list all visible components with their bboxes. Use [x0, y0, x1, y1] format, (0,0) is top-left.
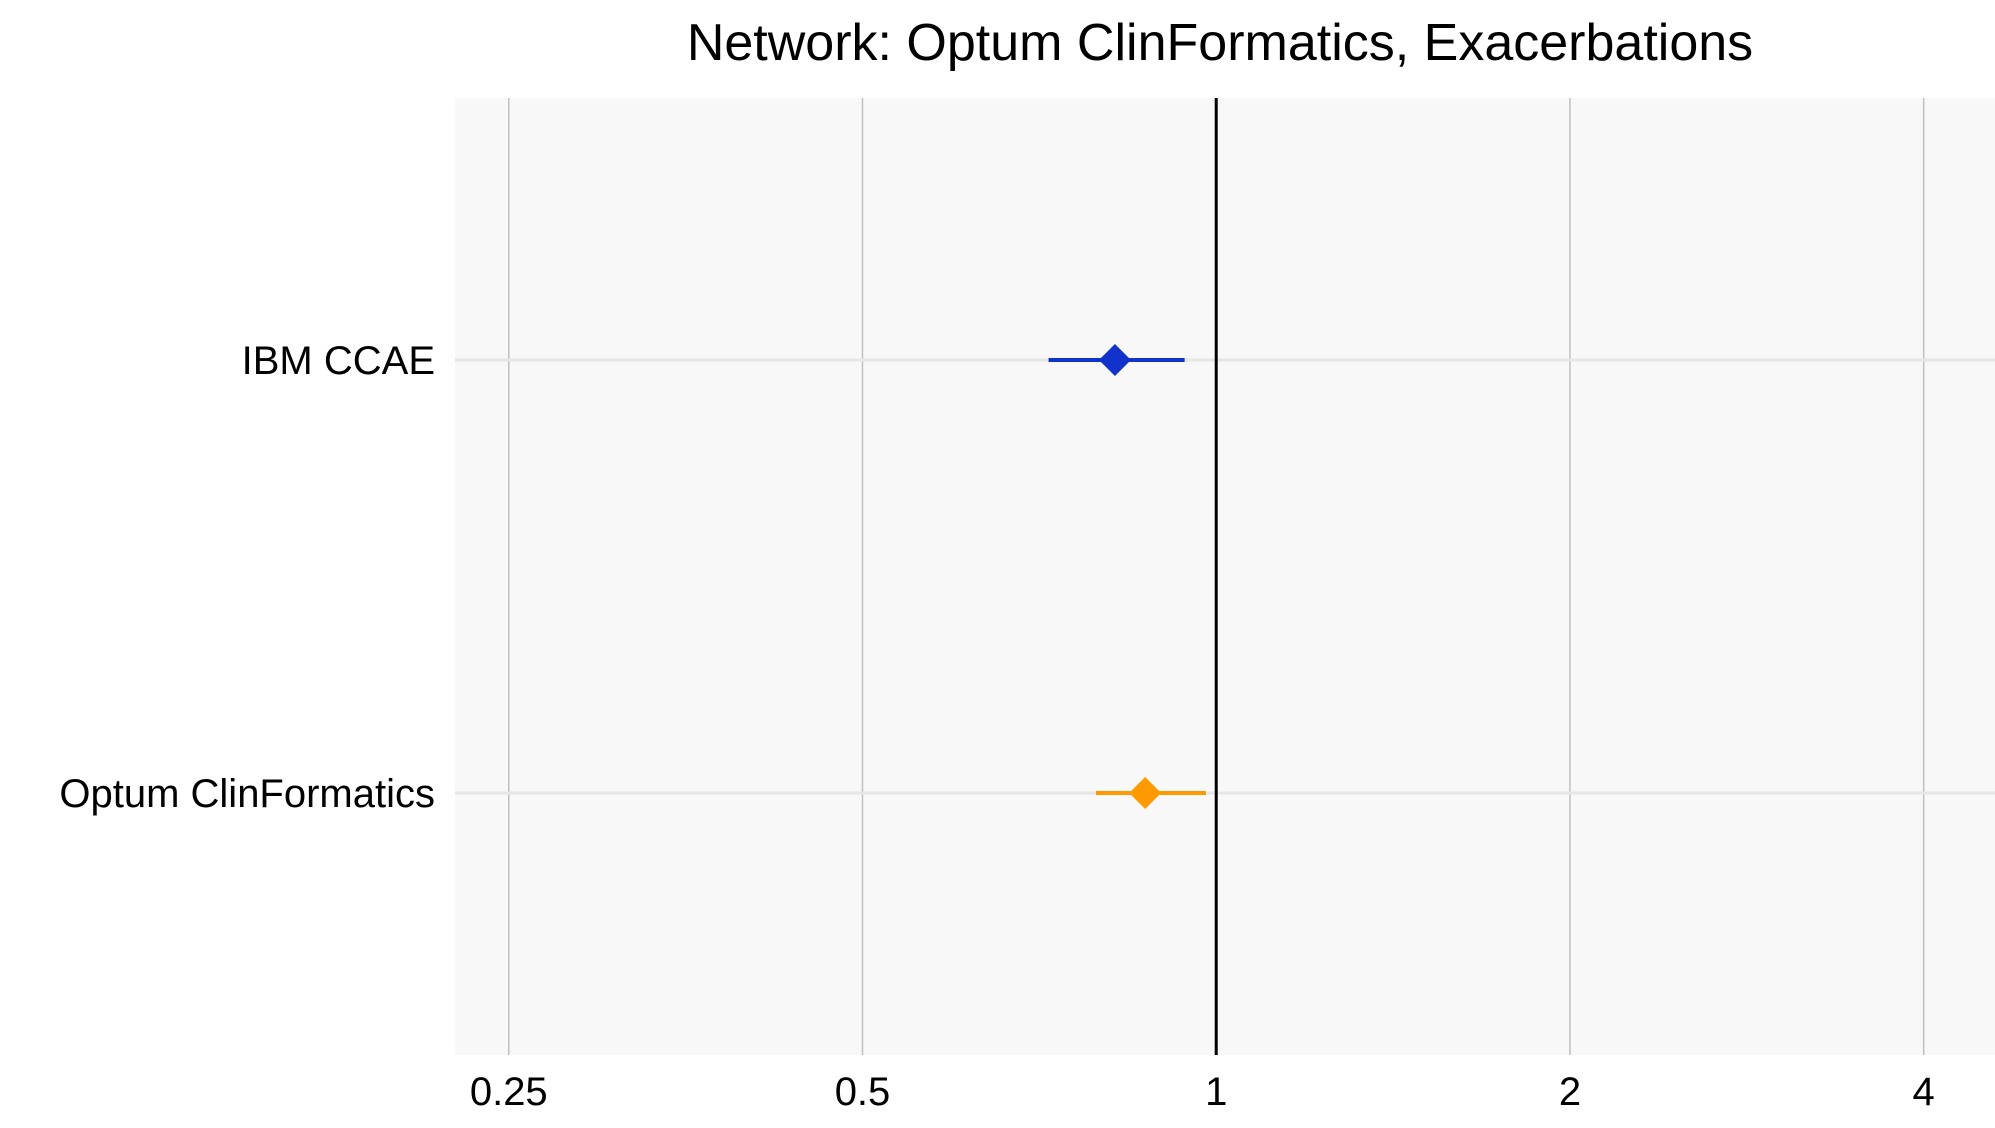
x-tick-label: 0.25	[470, 1070, 548, 1114]
estimate-marks	[1048, 344, 1206, 809]
chart-title: Network: Optum ClinFormatics, Exacerbati…	[687, 14, 1753, 72]
x-tick-label: 1	[1205, 1070, 1227, 1114]
vertical-gridlines	[508, 98, 1925, 1055]
y-tick-label: IBM CCAE	[242, 339, 435, 383]
point-estimate-marker	[1129, 777, 1162, 809]
plot-panel-background	[455, 98, 1995, 1055]
y-axis-tick-labels: IBM CCAE Optum ClinFormatics	[59, 339, 435, 816]
horizontal-gridlines	[455, 358, 1995, 795]
point-estimate-marker	[1098, 344, 1131, 376]
x-tick-label: 0.5	[835, 1070, 891, 1114]
x-tick-label: 2	[1559, 1070, 1581, 1114]
x-axis-tick-labels: 0.25 0.5 1 2 4	[470, 1070, 1935, 1114]
y-tick-label: Optum ClinFormatics	[59, 772, 435, 816]
x-tick-label: 4	[1913, 1070, 1935, 1114]
